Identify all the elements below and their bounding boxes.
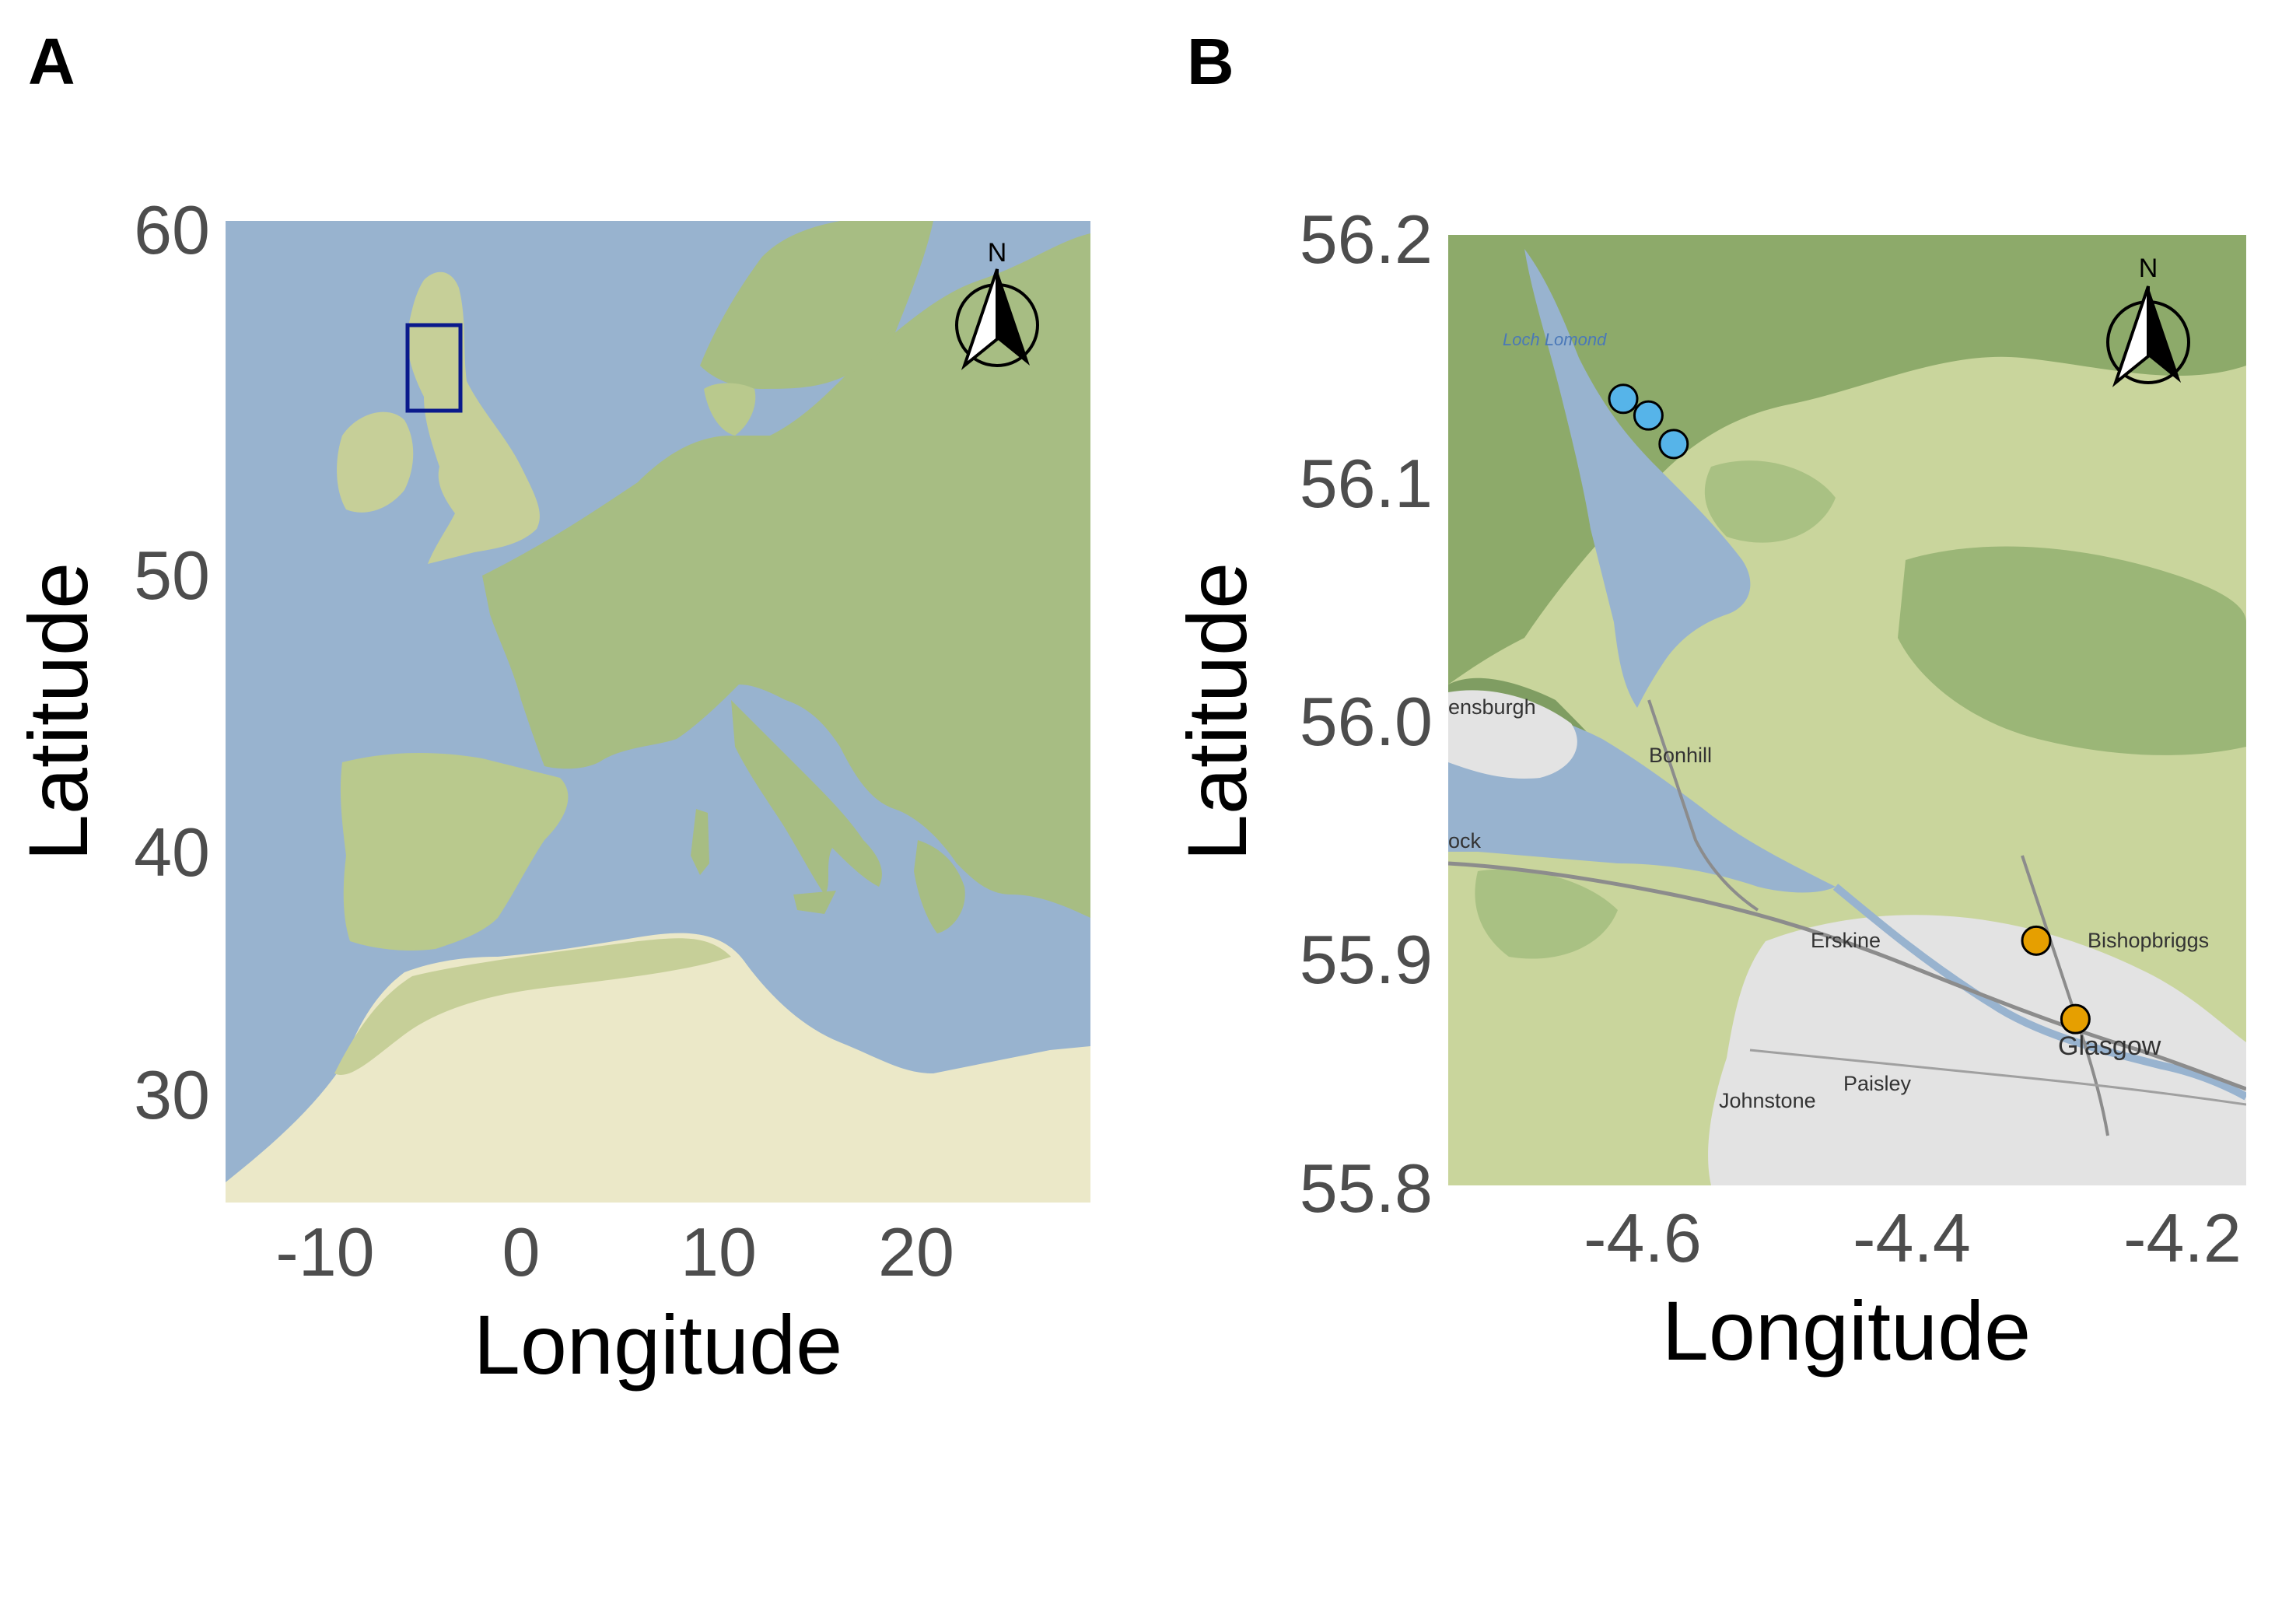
study-area-box bbox=[405, 323, 463, 413]
panel-b-letter: B bbox=[1187, 25, 1234, 98]
y-axis-title-b: Latitude bbox=[1170, 562, 1264, 861]
sicily bbox=[793, 891, 836, 914]
north-label-b: N bbox=[2139, 254, 2158, 283]
x-axis-title-b: Longitude bbox=[1662, 1283, 2031, 1378]
place-helensburgh: ensburgh bbox=[1448, 695, 1536, 719]
y-tick-a-50: 50 bbox=[134, 537, 210, 614]
corsica-sardinia bbox=[691, 809, 709, 875]
y-tick-b-56-2: 56.2 bbox=[1300, 201, 1433, 278]
denmark bbox=[704, 383, 756, 436]
green-patch-2 bbox=[1475, 869, 1618, 959]
x-tick-a-10: 10 bbox=[681, 1213, 757, 1290]
y-tick-b-55-8: 55.8 bbox=[1300, 1150, 1433, 1227]
loch-lomond bbox=[1524, 249, 1751, 708]
y-tick-a-60: 60 bbox=[134, 191, 210, 268]
y-axis-title-a: Latitude bbox=[11, 562, 105, 861]
sample-point-0-1 bbox=[1633, 400, 1664, 431]
scandinavia bbox=[700, 221, 933, 389]
iberia bbox=[340, 753, 569, 951]
europe-map bbox=[226, 221, 1090, 1203]
urban-area bbox=[1708, 915, 2246, 1185]
atlas-coast bbox=[334, 938, 731, 1075]
place-greenock: ock bbox=[1448, 829, 1482, 853]
x-tick-a-minus10: -10 bbox=[275, 1213, 374, 1290]
north-arrow-b: N bbox=[2106, 254, 2190, 387]
y-tick-b-56-0: 56.0 bbox=[1300, 683, 1433, 760]
river-clyde bbox=[1832, 884, 2246, 1101]
place-glasgow: Glasgow bbox=[2058, 1031, 2161, 1061]
y-tick-b-55-9: 55.9 bbox=[1300, 921, 1433, 998]
north-arrow-a: N bbox=[955, 238, 1039, 370]
highlands bbox=[1448, 235, 2246, 684]
sample-point-0-0 bbox=[1608, 383, 1639, 415]
road-3 bbox=[2021, 855, 2109, 1136]
place-johnstone: Johnstone bbox=[1719, 1089, 1816, 1112]
glasgow-map: ensburgh Bonhill ock Erskine Bishopbrigg… bbox=[1448, 235, 2246, 1185]
mainland-europe bbox=[482, 233, 1090, 918]
sample-point-0-2 bbox=[1658, 429, 1689, 460]
place-erskine: Erskine bbox=[1811, 929, 1881, 952]
x-tick-a-0: 0 bbox=[502, 1213, 541, 1290]
place-paisley: Paisley bbox=[1843, 1072, 1912, 1095]
x-tick-a-20: 20 bbox=[878, 1213, 954, 1290]
campsie-hills bbox=[1898, 546, 2246, 755]
road-2 bbox=[1647, 699, 1759, 912]
y-tick-a-40: 40 bbox=[134, 814, 210, 891]
x-tick-b-minus4-6: -4.6 bbox=[1584, 1199, 1702, 1276]
x-tick-b-minus4-4: -4.4 bbox=[1853, 1199, 1971, 1276]
loch-lomond-label: Loch Lomond bbox=[1503, 330, 1607, 349]
sample-point-1-1 bbox=[2060, 1003, 2091, 1035]
sample-points bbox=[1608, 383, 2091, 1035]
panel-a-letter: A bbox=[28, 25, 75, 98]
ireland bbox=[337, 411, 414, 513]
greece bbox=[914, 840, 965, 933]
y-tick-a-30: 30 bbox=[134, 1056, 210, 1133]
urban-dumbarton bbox=[1448, 690, 1577, 779]
place-bonhill: Bonhill bbox=[1649, 744, 1712, 767]
y-tick-b-56-1: 56.1 bbox=[1300, 445, 1433, 522]
x-tick-b-minus4-2: -4.2 bbox=[2123, 1199, 2242, 1276]
place-bishopbriggs: Bishopbriggs bbox=[2088, 929, 2209, 952]
sample-point-1-0 bbox=[2021, 925, 2052, 956]
road-4 bbox=[1749, 1049, 2246, 1106]
x-axis-title-a: Longitude bbox=[474, 1297, 842, 1392]
north-label-a: N bbox=[988, 238, 1007, 268]
green-patch-1 bbox=[1704, 460, 1836, 543]
great-britain bbox=[407, 271, 540, 564]
italy bbox=[731, 700, 882, 895]
road-1 bbox=[1448, 861, 2246, 1091]
